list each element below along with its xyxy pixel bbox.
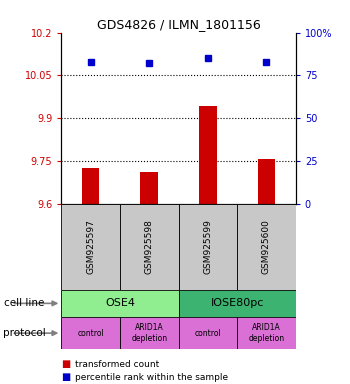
Bar <box>82 168 99 204</box>
Bar <box>178 317 237 349</box>
Bar <box>237 317 296 349</box>
Bar <box>120 204 178 290</box>
Text: percentile rank within the sample: percentile rank within the sample <box>75 372 228 382</box>
Bar <box>61 204 120 290</box>
Text: IOSE80pc: IOSE80pc <box>210 298 264 308</box>
Text: GSM925599: GSM925599 <box>203 219 212 274</box>
Text: transformed count: transformed count <box>75 359 160 369</box>
Text: ■: ■ <box>61 359 70 369</box>
Text: protocol: protocol <box>4 328 46 338</box>
Text: ARID1A
depletion: ARID1A depletion <box>248 323 285 343</box>
Bar <box>258 159 275 204</box>
Text: GSM925600: GSM925600 <box>262 219 271 274</box>
Title: GDS4826 / ILMN_1801156: GDS4826 / ILMN_1801156 <box>97 18 260 31</box>
Bar <box>237 204 296 290</box>
Bar <box>178 290 296 317</box>
Bar <box>61 317 120 349</box>
Bar <box>120 317 178 349</box>
Bar <box>61 290 178 317</box>
Bar <box>140 172 158 204</box>
Bar <box>199 106 217 204</box>
Bar <box>178 204 237 290</box>
Text: control: control <box>195 329 221 338</box>
Text: OSE4: OSE4 <box>105 298 135 308</box>
Text: GSM925598: GSM925598 <box>145 219 154 274</box>
Text: GSM925597: GSM925597 <box>86 219 95 274</box>
Text: ■: ■ <box>61 372 70 382</box>
Text: control: control <box>77 329 104 338</box>
Text: ARID1A
depletion: ARID1A depletion <box>131 323 167 343</box>
Text: cell line: cell line <box>4 298 44 308</box>
